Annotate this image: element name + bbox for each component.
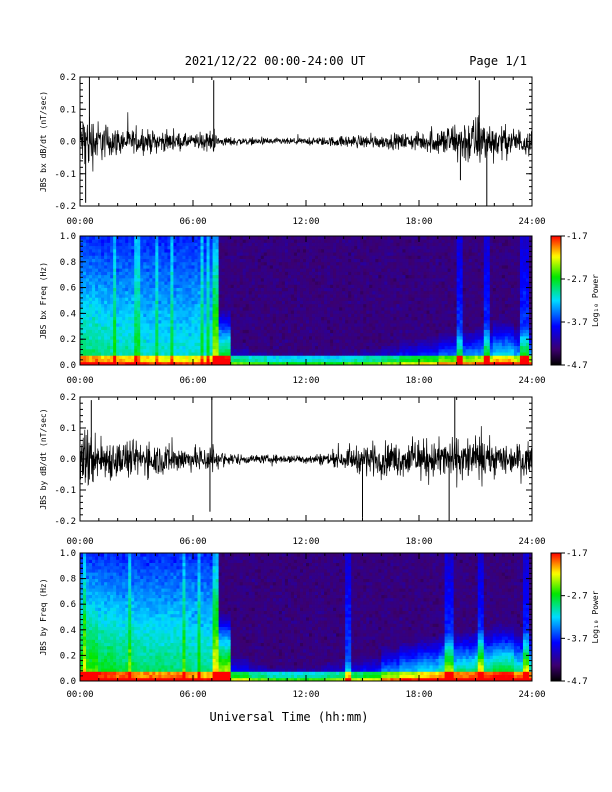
x-tick-label: 24:00 <box>518 376 545 386</box>
dbdt-series-line <box>80 426 532 488</box>
x-tick-label: 24:00 <box>518 690 545 700</box>
dbdt-series-line <box>80 112 532 172</box>
colorbar-ramp <box>550 552 562 682</box>
colorbar-tick-label: -1.7 <box>566 549 588 559</box>
y-tick-label: 1.0 <box>60 549 76 559</box>
x-tick-label: 00:00 <box>66 690 93 700</box>
y-tick-label: 0.6 <box>60 600 76 610</box>
x-tick-label: 06:00 <box>179 376 206 386</box>
x-tick-label: 12:00 <box>292 537 319 547</box>
colorbar-bx: -1.7 -2.7 -3.7 -4.7 Log₁₀ Power <box>550 232 600 371</box>
panel-bx-dbdt: 00:00 06:00 12:00 18:00 24:00 0.2 0.1 0.0 -0.1 -0… <box>39 73 546 227</box>
y-tick-label: 0.0 <box>60 455 76 465</box>
y-tick-label: -0.2 <box>54 517 76 527</box>
colorbar-tick-label: -2.7 <box>566 592 588 602</box>
colorbar-tick-label: -3.7 <box>566 318 588 328</box>
x-tick-label: 24:00 <box>518 537 545 547</box>
y-tick-label: 0.4 <box>60 309 76 319</box>
x-tick-label: 18:00 <box>405 537 432 547</box>
y-tick-label: 0.2 <box>60 73 76 83</box>
colorbar-ramp <box>550 235 562 366</box>
y-axis-label: JBS bx dB/dt (nT/sec) <box>39 91 48 192</box>
panel-bx-spectrogram: 00:00 06:00 12:00 18:00 24:00 1.0 0.8 0.6 0.4 0.2… <box>39 232 546 386</box>
y-tick-label: 0.0 <box>60 361 76 371</box>
x-tick-label: 18:00 <box>405 376 432 386</box>
colorbar-label: Log₁₀ Power <box>591 274 600 327</box>
x-axis-title: Universal Time (hh:mm) <box>210 710 369 724</box>
figure-title: 2021/12/22 00:00-24:00 UT <box>185 54 366 68</box>
x-tick-label: 12:00 <box>292 217 319 227</box>
colorbar-tick-label: -4.7 <box>566 677 588 687</box>
colorbar-label: Log₁₀ Power <box>591 590 600 643</box>
y-tick-label: 0.6 <box>60 284 76 294</box>
x-tick-label: 24:00 <box>518 217 545 227</box>
y-tick-label: 0.0 <box>60 677 76 687</box>
y-tick-label: -0.2 <box>54 202 76 212</box>
x-tick-label: 00:00 <box>66 217 93 227</box>
y-tick-label: 1.0 <box>60 232 76 242</box>
y-tick-label: 0.2 <box>60 393 76 403</box>
y-axis-label: JBS by dB/dt (nT/sec) <box>39 408 48 509</box>
x-tick-label: 00:00 <box>66 376 93 386</box>
y-tick-label: 0.2 <box>60 335 76 345</box>
x-tick-label: 18:00 <box>405 690 432 700</box>
x-tick-label: 12:00 <box>292 376 319 386</box>
colorbar-tick-label: -1.7 <box>566 232 588 242</box>
colorbar-tick-label: -4.7 <box>566 361 588 371</box>
x-tick-label: 18:00 <box>405 217 432 227</box>
x-tick-label: 00:00 <box>66 537 93 547</box>
panel-by-dbdt: 00:00 06:00 12:00 18:00 24:00 0.2 0.1 0.0 -0.1 -0… <box>39 393 546 547</box>
y-tick-label: 0.8 <box>60 258 76 268</box>
spectrogram-image <box>80 236 533 366</box>
y-axis-label: JBS by Freq (Hz) <box>39 578 48 655</box>
x-tick-label: 06:00 <box>179 537 206 547</box>
panel-by-spectrogram: 00:00 06:00 12:00 18:00 24:00 1.0 0.8 0.6 0.4 0.2… <box>39 549 546 700</box>
spectrogram-image <box>80 553 533 682</box>
y-tick-label: 0.8 <box>60 575 76 585</box>
x-tick-label: 12:00 <box>292 690 319 700</box>
y-tick-label: 0.4 <box>60 626 76 636</box>
y-axis-label: JBS bx Freq (Hz) <box>39 262 48 339</box>
colorbar-tick-label: -3.7 <box>566 634 588 644</box>
x-tick-label: 06:00 <box>179 217 206 227</box>
x-tick-label: 06:00 <box>179 690 206 700</box>
y-tick-label: -0.1 <box>54 486 76 496</box>
y-tick-label: 0.1 <box>60 424 76 434</box>
y-tick-label: 0.1 <box>60 105 76 115</box>
page-indicator: Page 1/1 <box>469 54 527 68</box>
colorbar-by: -1.7 -2.7 -3.7 -4.7 Log₁₀ Power <box>550 549 600 687</box>
colorbar-tick-label: -2.7 <box>566 275 588 285</box>
y-tick-label: 0.0 <box>60 138 76 148</box>
y-tick-label: -0.1 <box>54 170 76 180</box>
y-tick-label: 0.2 <box>60 651 76 661</box>
